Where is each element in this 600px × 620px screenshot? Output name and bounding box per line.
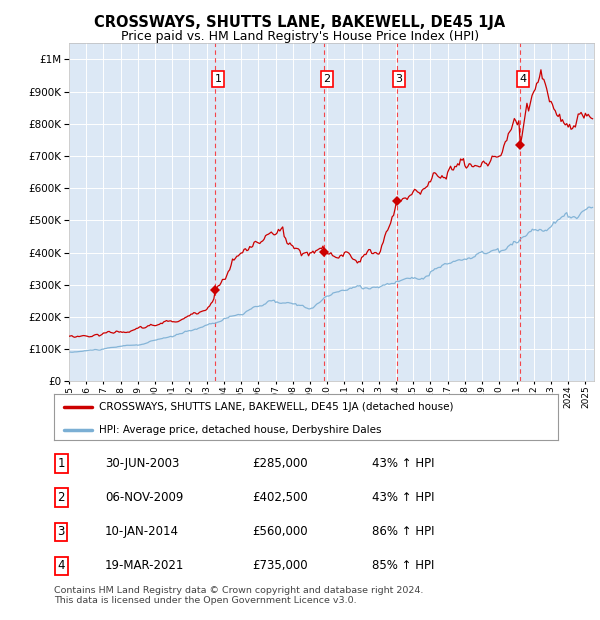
Text: CROSSWAYS, SHUTTS LANE, BAKEWELL, DE45 1JA (detached house): CROSSWAYS, SHUTTS LANE, BAKEWELL, DE45 1…	[100, 402, 454, 412]
Text: 19-MAR-2021: 19-MAR-2021	[105, 559, 184, 572]
Text: 85% ↑ HPI: 85% ↑ HPI	[372, 559, 434, 572]
Text: 3: 3	[58, 525, 65, 538]
Text: 43% ↑ HPI: 43% ↑ HPI	[372, 457, 434, 470]
Text: £402,500: £402,500	[252, 491, 308, 504]
Text: 10-JAN-2014: 10-JAN-2014	[105, 525, 179, 538]
Text: 1: 1	[214, 74, 221, 84]
Text: 3: 3	[395, 74, 403, 84]
Text: 2: 2	[323, 74, 331, 84]
Text: 1: 1	[58, 457, 65, 470]
Text: 06-NOV-2009: 06-NOV-2009	[105, 491, 184, 504]
Text: 2: 2	[58, 491, 65, 504]
Text: 4: 4	[58, 559, 65, 572]
Text: £285,000: £285,000	[252, 457, 308, 470]
Text: CROSSWAYS, SHUTTS LANE, BAKEWELL, DE45 1JA: CROSSWAYS, SHUTTS LANE, BAKEWELL, DE45 1…	[94, 16, 506, 30]
Text: £735,000: £735,000	[252, 559, 308, 572]
Text: Contains HM Land Registry data © Crown copyright and database right 2024.
This d: Contains HM Land Registry data © Crown c…	[54, 586, 424, 605]
Text: 4: 4	[520, 74, 526, 84]
Text: HPI: Average price, detached house, Derbyshire Dales: HPI: Average price, detached house, Derb…	[100, 425, 382, 435]
Text: 43% ↑ HPI: 43% ↑ HPI	[372, 491, 434, 504]
Text: 30-JUN-2003: 30-JUN-2003	[105, 457, 179, 470]
Text: 86% ↑ HPI: 86% ↑ HPI	[372, 525, 434, 538]
Text: Price paid vs. HM Land Registry's House Price Index (HPI): Price paid vs. HM Land Registry's House …	[121, 30, 479, 43]
Text: £560,000: £560,000	[252, 525, 308, 538]
